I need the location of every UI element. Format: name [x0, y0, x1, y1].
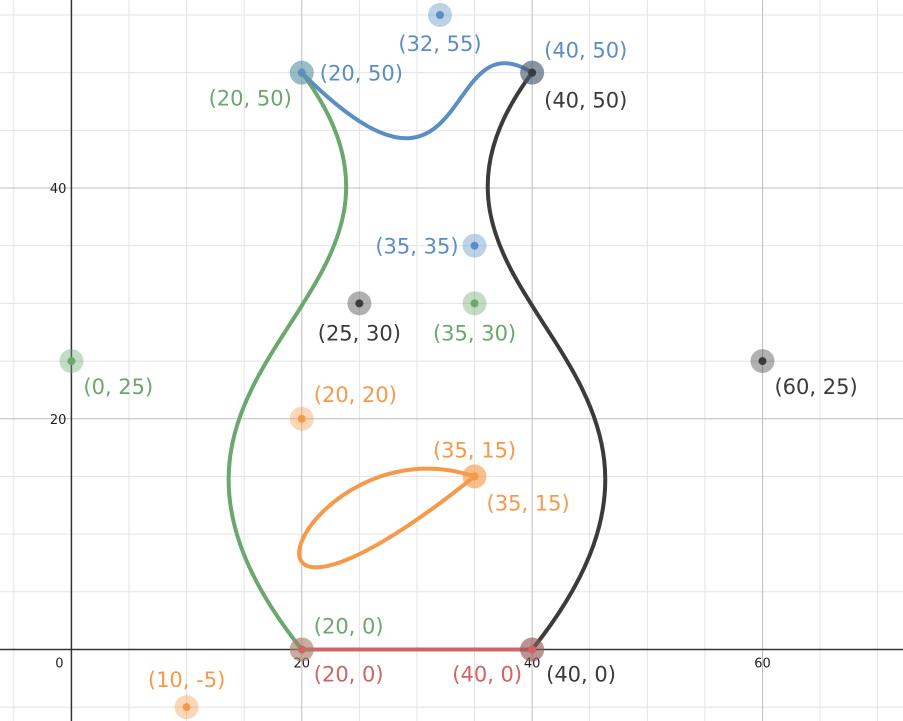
- point-label: (0, 25): [83, 375, 153, 399]
- point-label: (10, -5): [148, 668, 225, 692]
- y-tick-label: 40: [50, 182, 67, 197]
- point-label: (60, 25): [774, 375, 857, 399]
- x-tick-label: 20: [293, 656, 310, 671]
- tick-labels: 0 20 40 60 20 40: [50, 182, 771, 671]
- point-label: (20, 20): [314, 383, 397, 407]
- point-marker[interactable]: [297, 645, 306, 654]
- x-tick-label: 60: [754, 656, 771, 671]
- point-label: (40, 50): [544, 89, 627, 113]
- point-marker[interactable]: [528, 645, 537, 654]
- point-label: (20, 50): [320, 62, 403, 86]
- point-label: (40, 50): [544, 39, 627, 63]
- point-label: (40, 0): [452, 662, 522, 686]
- x-tick-label: 40: [524, 656, 541, 671]
- point-marker[interactable]: [355, 299, 364, 308]
- point-marker[interactable]: [67, 357, 76, 366]
- point-marker[interactable]: [470, 472, 479, 481]
- point-marker[interactable]: [297, 68, 306, 77]
- point-label: (35, 30): [433, 321, 516, 345]
- point-marker[interactable]: [470, 299, 479, 308]
- point-label: (35, 35): [375, 235, 458, 259]
- point-label: (20, 0): [314, 614, 384, 638]
- point-marker[interactable]: [297, 414, 306, 423]
- point-labels: (0, 25) (35, 30) (20, 50) (20, 0) (20, 50) (3…: [83, 32, 857, 692]
- green-curve: [226, 70, 349, 652]
- blue-curve: [299, 61, 535, 141]
- y-tick-label: 20: [50, 413, 67, 428]
- point-label: (20, 50): [209, 87, 292, 111]
- point-marker[interactable]: [758, 357, 767, 366]
- point-label: (35, 15): [487, 491, 570, 515]
- point-marker[interactable]: [528, 68, 537, 77]
- x-tick-label: 0: [55, 656, 63, 671]
- point-label: (32, 55): [398, 32, 481, 56]
- point-label: (35, 15): [433, 438, 516, 462]
- point-label: (25, 30): [318, 321, 401, 345]
- black-curve: [485, 70, 608, 652]
- point-markers[interactable]: [59, 2, 775, 720]
- point-marker[interactable]: [470, 241, 479, 250]
- point-label: (20, 0): [314, 662, 384, 686]
- point-label: (40, 0): [546, 662, 616, 686]
- orange-loop: [297, 466, 477, 570]
- point-marker[interactable]: [435, 10, 444, 19]
- curves: [226, 61, 608, 652]
- point-marker[interactable]: [182, 703, 191, 712]
